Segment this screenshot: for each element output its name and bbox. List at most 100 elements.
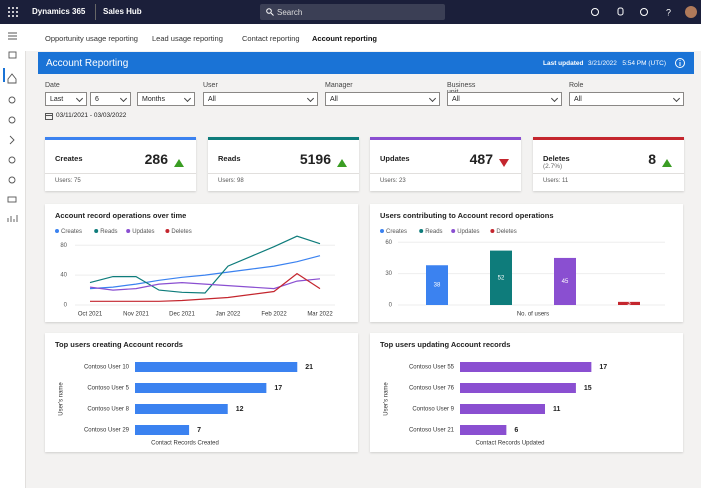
filter-select[interactable]: 6 [90,92,131,106]
value-label: 21 [305,364,313,371]
waffle-icon[interactable] [8,7,18,17]
trend-arrow [499,159,509,167]
legend-label: Deletes [171,229,191,235]
y-tick-label: Contoso User 21 [409,428,455,434]
filter-select[interactable]: All [325,92,440,106]
bar [460,383,576,393]
value-label: 11 [553,406,561,413]
trend-icon [662,159,672,168]
legend-dot [451,229,455,233]
chart: Users contributing to Account record ope… [370,204,683,322]
nav-selected [3,68,5,82]
top-bar: Dynamics 365 Sales Hub Search ? [0,0,701,24]
legend-dot [165,229,169,233]
nav-icon[interactable] [8,74,16,83]
kpi-card: Creates286Users: 75 [45,137,196,191]
chart-card: Top users updating Account recordsUser's… [370,333,683,452]
chart: Account record operations over timeCreat… [45,204,358,322]
nav-icon[interactable] [9,157,15,163]
kpi-value: 286 [145,151,168,167]
icon[interactable] [618,8,623,15]
icon[interactable]: ? [666,7,671,17]
avatar[interactable] [685,6,697,18]
trend-holder [174,155,184,164]
nav-icon[interactable] [9,52,16,58]
kpi-users: Users: 98 [218,178,244,184]
filter-select[interactable]: All [447,92,562,106]
divider [533,173,684,174]
filter-select[interactable]: Last [45,92,87,106]
tab[interactable]: Account reporting [312,34,377,43]
page-header: Account Reporting Last updated 3/21/2022… [38,52,694,74]
kpi-card: Updates487Users: 23 [370,137,521,191]
value-label: 15 [584,385,592,392]
kpi-label: Reads [218,154,241,163]
y-tick-label: Contoso User 8 [87,407,129,413]
filter-select[interactable]: All [569,92,684,106]
icon[interactable] [641,9,648,16]
x-tick-label: Nov 2021 [123,312,149,318]
trend-icon [174,159,184,168]
nav-icon[interactable] [9,117,15,123]
y-tick-label: Contoso User 5 [87,386,129,392]
filter-label: Role [569,82,583,89]
trend-holder [499,155,509,164]
filter-select[interactable]: All [203,92,318,106]
value-label: 7 [197,427,201,434]
value-label: 12 [236,406,244,413]
icon[interactable] [592,9,599,16]
search-icon [266,8,274,16]
nav-icon[interactable] [10,136,14,144]
y-tick-label: 60 [385,240,392,246]
left-nav [0,24,26,488]
chart-card: Account record operations over timeCreat… [45,204,358,322]
y-tick-label: Contoso User 9 [412,407,454,413]
kpi-card: Reads5196Users: 98 [208,137,359,191]
value-label: 17 [599,364,607,371]
kpi-value: 487 [470,151,493,167]
y-tick-label: Contoso User 55 [409,365,455,371]
y-tick-label: 0 [389,303,393,309]
trend-holder [337,155,347,164]
info-icon[interactable] [674,57,686,69]
legend-label: Creates [386,229,407,235]
trend-icon [499,159,509,168]
kpi-label: Creates [55,154,83,163]
legend-label: Creates [61,229,82,235]
bar [460,362,591,372]
divider [370,173,521,174]
chart-card: Top users creating Account recordsUser's… [45,333,358,452]
x-tick-label: Mar 2022 [307,312,333,318]
tab[interactable]: Contact reporting [242,34,300,43]
nav-icon[interactable] [9,97,15,103]
y-axis-title: User's name [59,382,65,416]
trend-icon [337,159,347,168]
tab[interactable]: Opportunity usage reporting [45,34,138,43]
value-label: 6 [514,427,518,434]
kpi-label: Deletes [543,154,570,163]
filter-select[interactable]: Months [137,92,195,106]
nav-icon[interactable] [8,215,17,222]
value-label: 17 [274,385,282,392]
app-name[interactable]: Dynamics 365 [32,7,85,16]
x-axis-title: Contact Records Updated [475,441,544,447]
y-tick-label: 0 [64,303,68,309]
bar [135,404,228,414]
separator [95,4,96,20]
kpi-users: Users: 23 [380,178,406,184]
search-box[interactable]: Search [260,4,445,20]
legend-label: Updates [132,229,154,235]
nav-icon[interactable] [8,197,16,202]
divider [208,173,359,174]
tab[interactable]: Lead usage reporting [152,34,223,43]
menu-icon[interactable] [8,33,17,39]
x-tick-label: Feb 2022 [261,312,287,318]
date-range: 03/11/2021 - 03/03/2022 [56,112,126,119]
value-label: 52 [498,275,505,281]
filter-label: Manager [325,82,353,89]
y-tick-label: 80 [60,243,67,249]
y-tick-label: Contoso User 76 [409,386,455,392]
nav-icon[interactable] [9,177,15,183]
module-name[interactable]: Sales Hub [103,7,142,16]
series-line [90,279,320,290]
